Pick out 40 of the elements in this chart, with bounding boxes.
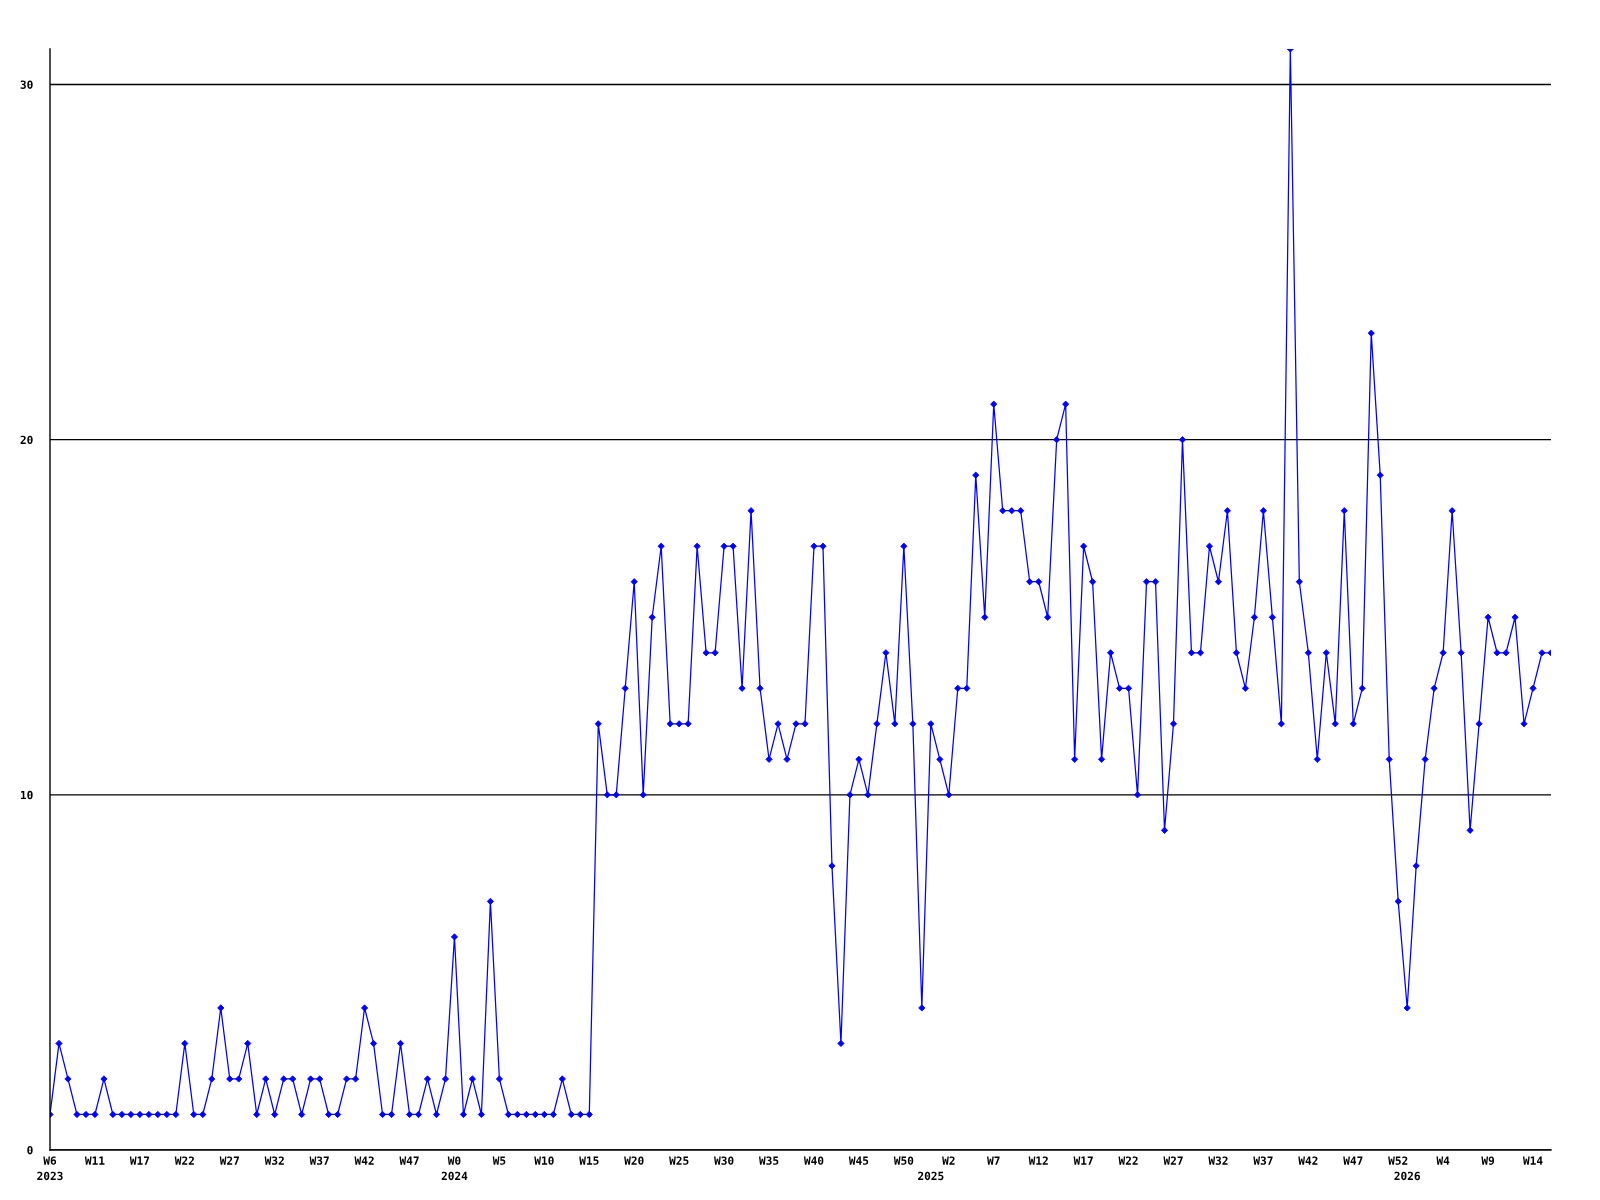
x-tick-label: W37 bbox=[1253, 1156, 1273, 1165]
x-tick-label: W7 bbox=[987, 1156, 1000, 1165]
x-tick-label: W2 bbox=[942, 1156, 955, 1165]
y-tick-label: 30 bbox=[20, 80, 33, 89]
x-tick-label: W45 bbox=[848, 1156, 869, 1165]
x-tick-label: W12 bbox=[1028, 1156, 1048, 1165]
x-tick-label: W22 bbox=[174, 1156, 194, 1165]
x-tick-label: W10 bbox=[534, 1156, 554, 1165]
x-tick-label: 2026 bbox=[1394, 1171, 1420, 1181]
y-tick-label: 0 bbox=[27, 1145, 33, 1155]
x-tick-label: W47 bbox=[1343, 1156, 1363, 1165]
x-tick-label: W52 bbox=[1388, 1156, 1408, 1165]
x-tick-label: W40 bbox=[803, 1156, 824, 1165]
x-tick-label: W11 bbox=[84, 1156, 105, 1165]
x-tick-label: W14 bbox=[1522, 1156, 1543, 1165]
y-tick-label: 20 bbox=[20, 435, 33, 445]
x-tick-label: W27 bbox=[1163, 1156, 1183, 1165]
x-tick-label: W50 bbox=[893, 1156, 914, 1165]
x-tick-label: W5 bbox=[492, 1156, 506, 1165]
x-tick-label: W27 bbox=[219, 1156, 239, 1165]
x-tick-label: 2025 bbox=[918, 1171, 944, 1181]
category-label: W0 2024 bbox=[441, 1156, 468, 1181]
x-tick-label: W32 bbox=[264, 1156, 284, 1165]
category-label: W6 2023 bbox=[37, 1156, 63, 1181]
x-tick-label: W42 bbox=[354, 1156, 374, 1165]
x-tick-label: W9 bbox=[1481, 1156, 1495, 1165]
x-tick-label: W32 bbox=[1208, 1156, 1228, 1165]
x-tick-label: W30 bbox=[714, 1156, 734, 1165]
x-tick-label: W17 bbox=[129, 1156, 150, 1165]
x-tick-label: W42 bbox=[1298, 1156, 1318, 1165]
x-tick-label: W35 bbox=[759, 1156, 779, 1165]
x-tick-label: W15 bbox=[579, 1156, 599, 1165]
x-tick-label: W25 bbox=[669, 1156, 689, 1165]
y-tick-label: 10 bbox=[20, 790, 33, 800]
x-tick-label: W22 bbox=[1118, 1156, 1138, 1165]
x-tick-label: W4 bbox=[1436, 1156, 1450, 1165]
x-tick-label: W47 bbox=[399, 1156, 419, 1165]
x-tick-label: W37 bbox=[309, 1156, 329, 1165]
x-tick-label: W17 bbox=[1073, 1156, 1093, 1165]
x-tick-label: W20 bbox=[624, 1156, 644, 1165]
